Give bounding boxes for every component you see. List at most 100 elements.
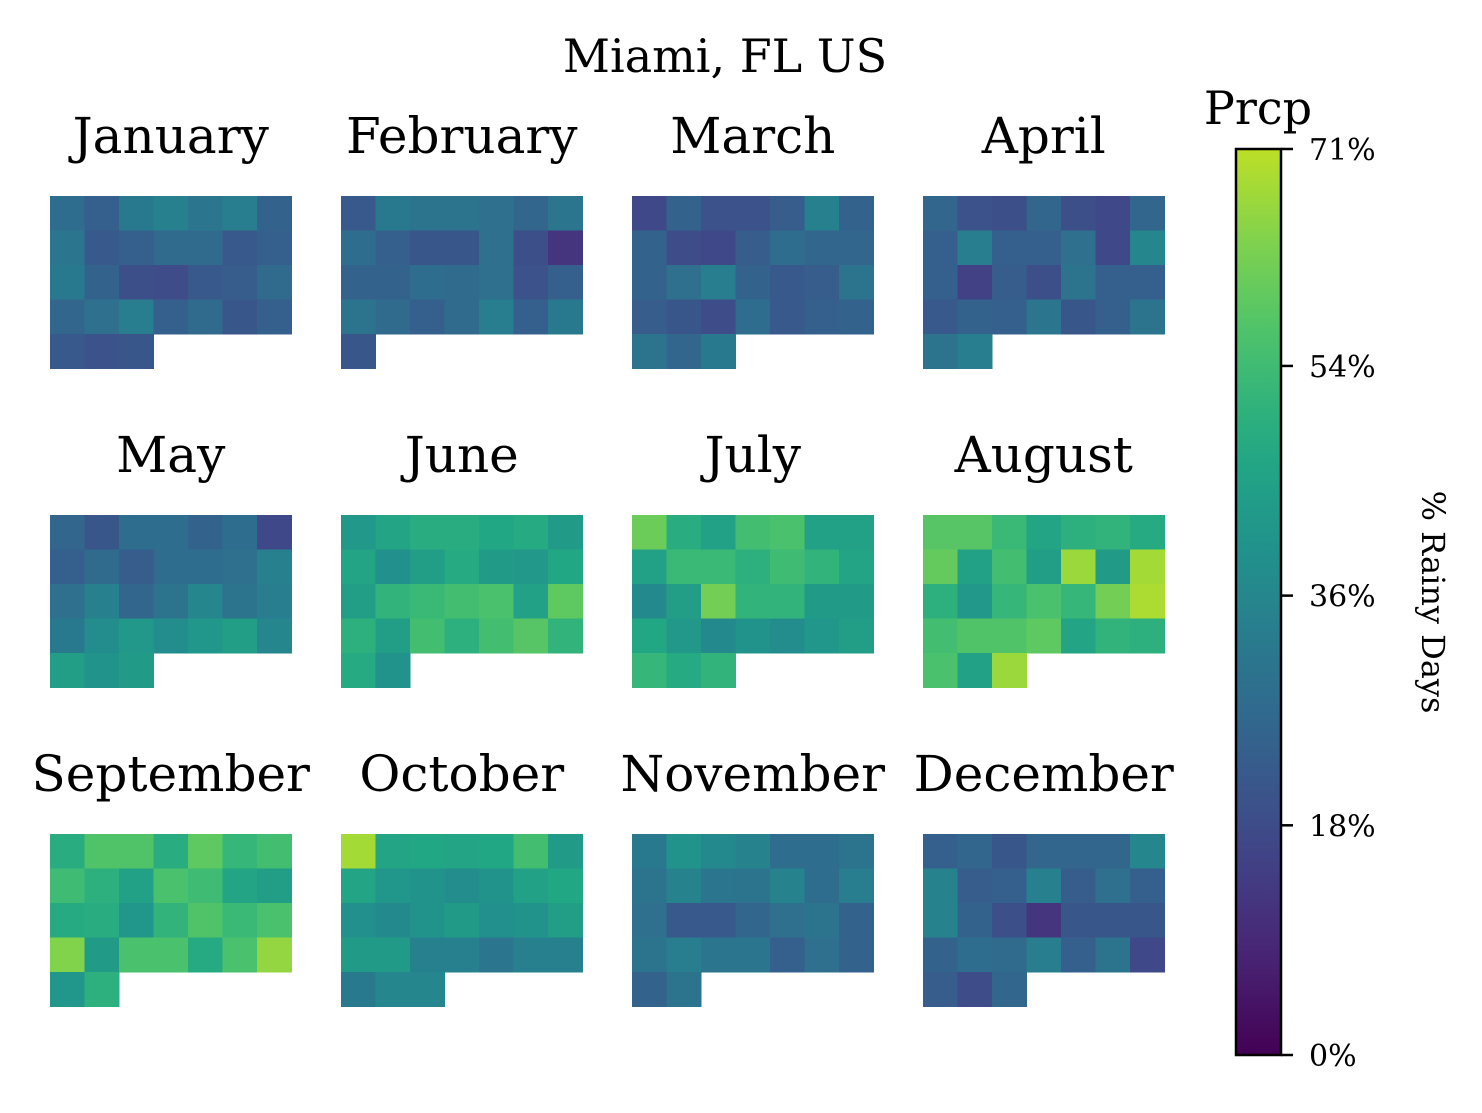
heatmap-cell bbox=[548, 868, 583, 904]
heatmap-cell bbox=[341, 299, 376, 335]
heatmap-cell bbox=[548, 265, 583, 300]
heatmap-cell bbox=[119, 937, 154, 973]
month-panel-september: September bbox=[32, 745, 310, 1007]
heatmap-cell bbox=[666, 584, 702, 619]
heatmap-cell bbox=[666, 834, 702, 869]
heatmap-cell bbox=[444, 265, 480, 300]
heatmap-cell bbox=[153, 903, 189, 938]
colorbar-tick-label: 54% bbox=[1309, 350, 1376, 385]
heatmap-cell bbox=[1095, 265, 1131, 300]
heatmap-cell bbox=[548, 299, 583, 335]
heatmap-cell bbox=[1061, 834, 1096, 869]
heatmap-cell bbox=[375, 937, 411, 973]
heatmap-cell bbox=[50, 618, 85, 654]
heatmap-cell bbox=[1026, 937, 1062, 973]
heatmap-cell bbox=[957, 834, 993, 869]
heatmap-cell bbox=[1061, 196, 1096, 231]
heatmap-cell bbox=[666, 299, 702, 335]
colorbar-tick-label: 18% bbox=[1309, 809, 1376, 844]
heatmap-cell bbox=[992, 584, 1027, 619]
heatmap-cell bbox=[50, 584, 85, 619]
heatmap-cell bbox=[701, 334, 736, 369]
heatmap-cell bbox=[804, 265, 840, 300]
heatmap-cell bbox=[632, 903, 667, 938]
heatmap-cell bbox=[444, 299, 480, 335]
heatmap-cell bbox=[84, 230, 120, 266]
heatmap-cell bbox=[770, 196, 805, 231]
heatmap-cell bbox=[548, 618, 583, 654]
heatmap-cell bbox=[735, 299, 771, 335]
heatmap-cell bbox=[188, 618, 223, 654]
heatmap-cell bbox=[119, 299, 154, 335]
heatmap-cell bbox=[701, 618, 736, 654]
heatmap-cell bbox=[410, 834, 445, 869]
heatmap-cell bbox=[444, 618, 480, 654]
heatmap-cell bbox=[839, 230, 874, 266]
heatmap-cell bbox=[804, 584, 840, 619]
heatmap-cell bbox=[119, 196, 154, 231]
month-title: March bbox=[670, 107, 835, 165]
heatmap-cell bbox=[1061, 549, 1096, 585]
heatmap-cell bbox=[410, 903, 445, 938]
heatmap-cell bbox=[119, 618, 154, 654]
heatmap-cell bbox=[839, 868, 874, 904]
heatmap-cell bbox=[479, 299, 514, 335]
heatmap-cell bbox=[666, 230, 702, 266]
heatmap-cell bbox=[513, 196, 549, 231]
heatmap-cell bbox=[735, 834, 771, 869]
month-panel-february: February bbox=[341, 107, 583, 369]
heatmap-cell bbox=[1026, 549, 1062, 585]
heatmap-cell bbox=[770, 265, 805, 300]
heatmap-cell bbox=[375, 653, 411, 688]
heatmap-cell bbox=[153, 265, 189, 300]
heatmap-cell bbox=[923, 299, 958, 335]
heatmap-cell bbox=[1026, 618, 1062, 654]
heatmap-cell bbox=[992, 230, 1027, 266]
heatmap-cell bbox=[992, 618, 1027, 654]
heatmap-cell bbox=[1095, 868, 1131, 904]
heatmap-cell bbox=[992, 834, 1027, 869]
heatmap-cell bbox=[341, 868, 376, 904]
heatmap-cell bbox=[735, 196, 771, 231]
heatmap-cell bbox=[119, 515, 154, 550]
heatmap-cell bbox=[513, 230, 549, 266]
month-title: August bbox=[954, 426, 1133, 484]
heatmap-cell bbox=[804, 196, 840, 231]
heatmap-cell bbox=[410, 230, 445, 266]
heatmap-cell bbox=[839, 265, 874, 300]
heatmap-cell bbox=[1095, 937, 1131, 973]
heatmap-cell bbox=[341, 584, 376, 619]
heatmap-cell bbox=[479, 265, 514, 300]
heatmap-cell bbox=[479, 618, 514, 654]
heatmap-cell bbox=[1095, 299, 1131, 335]
heatmap-cell bbox=[375, 584, 411, 619]
heatmap-cell bbox=[804, 868, 840, 904]
heatmap-cell bbox=[548, 230, 583, 266]
heatmap-cell bbox=[1130, 299, 1165, 335]
heatmap-cell bbox=[957, 584, 993, 619]
heatmap-cell bbox=[341, 903, 376, 938]
heatmap-cell bbox=[375, 972, 411, 1007]
heatmap-cell bbox=[957, 230, 993, 266]
colorbar-tick-label: 71% bbox=[1309, 133, 1376, 168]
heatmap-cell bbox=[923, 584, 958, 619]
heatmap-cell bbox=[410, 265, 445, 300]
colorbar-label: % Rainy Days bbox=[1414, 491, 1452, 714]
heatmap-cell bbox=[84, 299, 120, 335]
heatmap-cell bbox=[1026, 299, 1062, 335]
heatmap-cell bbox=[188, 549, 223, 585]
heatmap-cell bbox=[957, 937, 993, 973]
heatmap-cell bbox=[153, 584, 189, 619]
heatmap-cell bbox=[957, 299, 993, 335]
heatmap-cell bbox=[770, 618, 805, 654]
heatmap-cell bbox=[957, 972, 993, 1007]
heatmap-cell bbox=[188, 196, 223, 231]
heatmap-cell bbox=[992, 515, 1027, 550]
heatmap-cell bbox=[923, 903, 958, 938]
heatmap-cell bbox=[222, 265, 258, 300]
heatmap-cell bbox=[410, 196, 445, 231]
heatmap-cell bbox=[84, 334, 120, 369]
heatmap-cell bbox=[341, 653, 376, 688]
heatmap-cell bbox=[513, 834, 549, 869]
